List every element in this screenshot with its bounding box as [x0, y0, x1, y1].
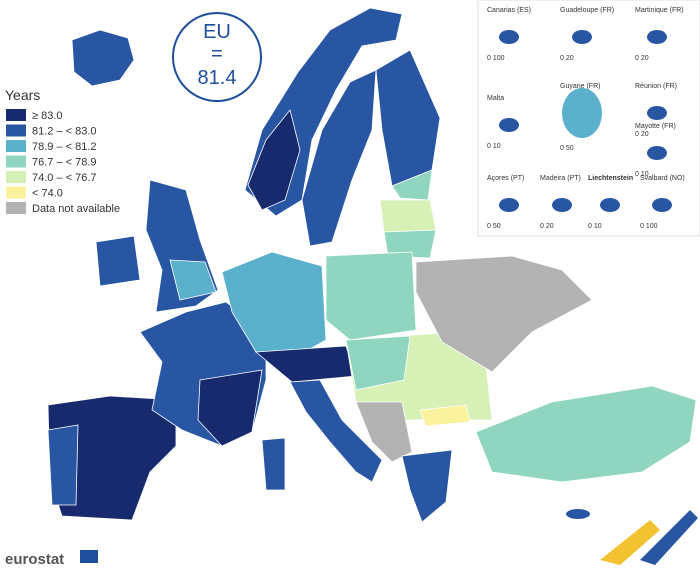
inset-title: Réunion (FR) [635, 83, 677, 90]
inset-title: Martinique (FR) [635, 7, 684, 14]
inset-shape [647, 30, 667, 44]
portugal [47, 424, 79, 506]
cyprus [566, 509, 590, 519]
inset-shape [572, 30, 592, 44]
legend-swatch [6, 155, 26, 168]
inset-title: Madeira (PT) [540, 175, 581, 182]
turkey [475, 385, 697, 483]
inset-scale: 0 20 [540, 223, 554, 230]
inset-shape [499, 30, 519, 44]
inset-title: Guadeloupe (FR) [560, 7, 614, 14]
legend-swatch [6, 124, 26, 137]
inset-shape [499, 198, 519, 212]
inset-title: Guyane (FR) [560, 83, 600, 90]
inset-title: Açores (PT) [487, 175, 524, 182]
inset-shape [499, 118, 519, 132]
legend: ≥ 83.0 81.2 – < 83.0 78.9 – < 81.2 76.7 – <… [6, 109, 120, 215]
badge-equals: = [211, 43, 223, 65]
ukraine-belarus [415, 255, 593, 373]
inset-title: Svalbard (NO) [640, 175, 685, 182]
legend-label: < 74.0 [32, 188, 63, 200]
badge-circle [172, 12, 262, 102]
greece [401, 449, 453, 523]
legend-swatch [6, 171, 26, 183]
inset-scale: 0 10 [588, 223, 602, 230]
inset-shape [652, 198, 672, 212]
legend-swatch [6, 202, 26, 214]
estonia-latvia [379, 199, 437, 233]
legend-label: ≥ 83.0 [32, 110, 63, 122]
inset-scale: 0 10 [635, 171, 649, 178]
legend-title: Years [5, 87, 40, 103]
countries [47, 7, 697, 523]
legend-swatch [6, 109, 26, 121]
inset-scale: 0 50 [487, 223, 501, 230]
inset-title: Liechtenstein [588, 175, 633, 182]
inset-title: Mayotte (FR) [635, 123, 676, 130]
inset-shape [552, 198, 572, 212]
italy [289, 379, 383, 483]
legend-swatch [6, 140, 26, 152]
inset-scale: 0 20 [560, 55, 574, 62]
inset-shape [600, 198, 620, 212]
poland [325, 251, 417, 341]
inset-scale: 0 10 [487, 143, 501, 150]
inset-scale: 0 100 [487, 55, 505, 62]
inset-scale: 0 20 [635, 55, 649, 62]
badge-label: EU [203, 21, 231, 43]
sweden [301, 69, 377, 247]
deco-yellow [600, 520, 660, 565]
czech-hungary [345, 335, 411, 391]
legend-label: 81.2 – < 83.0 [32, 126, 97, 138]
inset-scale: 0 100 [640, 223, 658, 230]
inset-scale: 0 20 [635, 131, 649, 138]
sardinia [261, 437, 286, 491]
eu-flag [80, 550, 98, 563]
legend-label: 74.0 – < 76.7 [32, 172, 97, 184]
legend-label: Data not available [32, 203, 120, 215]
badge-value: 81.4 [198, 67, 237, 89]
bulgaria-region [419, 404, 471, 427]
inset-shape [647, 106, 667, 120]
legend-label: 76.7 – < 78.9 [32, 157, 97, 169]
logo: eurostat [5, 551, 64, 568]
inset-title: Malta [487, 95, 504, 102]
france-south [197, 369, 263, 447]
inset-scale: 0 50 [560, 145, 574, 152]
inset-shape [647, 146, 667, 160]
insets: Canarias (ES) 0 100 Guadeloupe (FR) 0 20 Mar… [487, 7, 685, 230]
uk-north [169, 259, 217, 301]
inset-title: Canarias (ES) [487, 7, 531, 14]
lithuania [383, 229, 437, 259]
inset-shape [562, 88, 602, 138]
ireland [95, 235, 141, 287]
legend-label: 78.9 – < 81.2 [32, 141, 97, 153]
deco-blue [640, 510, 698, 565]
norway-south [247, 109, 301, 211]
iceland [71, 29, 135, 87]
legend-swatch [6, 186, 26, 199]
